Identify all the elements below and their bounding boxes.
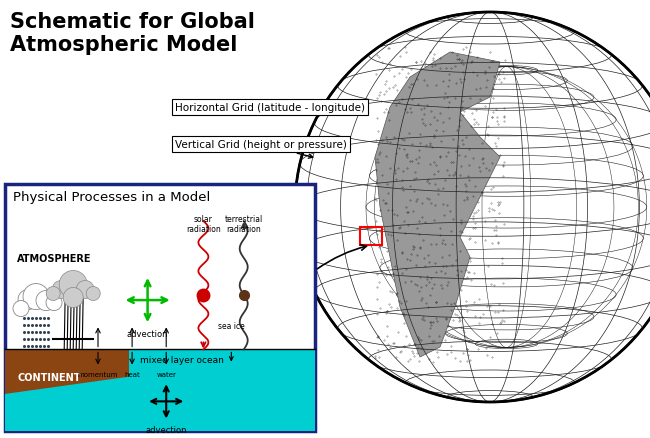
Bar <box>5 184 315 431</box>
Circle shape <box>46 287 60 301</box>
Text: Horizontal Grid (latitude - longitude): Horizontal Grid (latitude - longitude) <box>175 103 365 113</box>
Text: ATMOSPHERE: ATMOSPHERE <box>18 254 92 264</box>
Text: Physical Processes in a Model: Physical Processes in a Model <box>13 191 210 204</box>
Bar <box>5 350 151 431</box>
Polygon shape <box>5 350 151 431</box>
Text: advection: advection <box>127 329 168 338</box>
Text: water: water <box>156 371 176 378</box>
Text: CONTINENT: CONTINENT <box>18 372 81 382</box>
Text: advection: advection <box>146 425 187 434</box>
Circle shape <box>52 281 70 299</box>
Polygon shape <box>5 350 315 431</box>
Text: sea ice: sea ice <box>218 322 244 331</box>
Polygon shape <box>375 53 500 357</box>
Text: Schematic for Global
Atmospheric Model: Schematic for Global Atmospheric Model <box>10 12 255 55</box>
Text: mixed layer ocean: mixed layer ocean <box>140 355 224 364</box>
Circle shape <box>76 281 94 299</box>
Circle shape <box>36 291 56 311</box>
Circle shape <box>18 290 38 310</box>
Circle shape <box>13 301 29 317</box>
Circle shape <box>63 288 83 308</box>
Text: Vertical Grid (height or pressure): Vertical Grid (height or pressure) <box>175 140 347 159</box>
Circle shape <box>23 284 49 310</box>
Bar <box>360 227 382 245</box>
Circle shape <box>46 295 62 311</box>
Text: terrestrial
radiation: terrestrial radiation <box>225 214 263 233</box>
Text: solar
radiation: solar radiation <box>186 214 221 233</box>
Text: heat: heat <box>124 371 140 378</box>
Circle shape <box>86 287 100 301</box>
Ellipse shape <box>295 13 650 402</box>
Circle shape <box>59 271 87 299</box>
Text: momentum: momentum <box>78 371 118 378</box>
